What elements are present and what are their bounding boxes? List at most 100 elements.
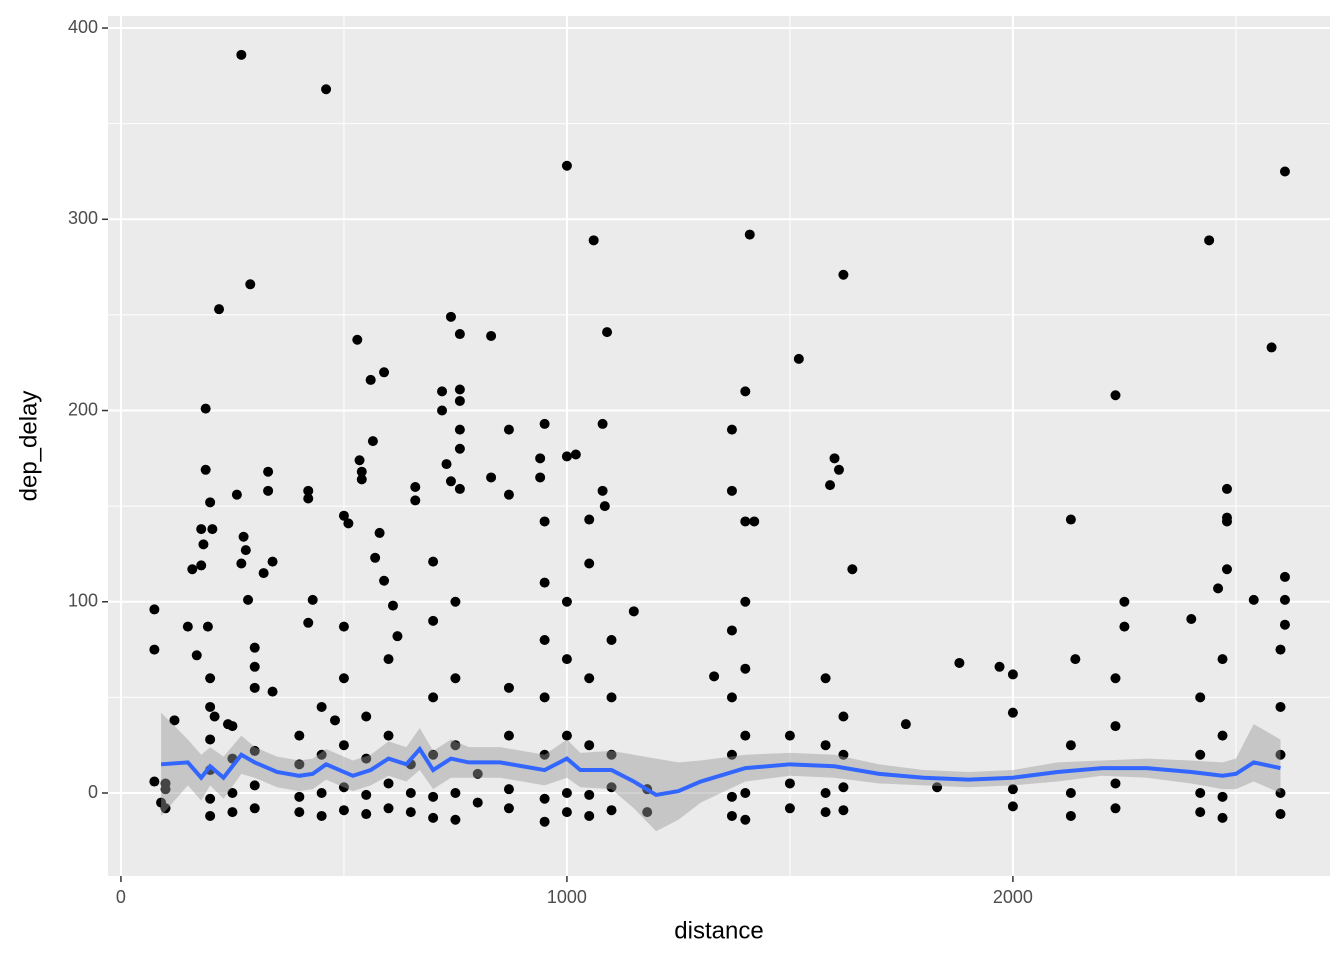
- point: [205, 673, 216, 684]
- point: [1065, 810, 1076, 821]
- point: [740, 596, 751, 607]
- point: [267, 556, 278, 567]
- point: [1213, 583, 1224, 594]
- point: [1110, 673, 1121, 684]
- y-tick-label: 300: [68, 208, 98, 228]
- point: [642, 807, 653, 818]
- point: [294, 730, 305, 741]
- point: [539, 793, 550, 804]
- point: [361, 753, 372, 764]
- point: [793, 353, 804, 364]
- point: [428, 615, 439, 626]
- point: [445, 476, 456, 487]
- point: [238, 531, 249, 542]
- point: [249, 642, 260, 653]
- point: [1110, 778, 1121, 789]
- point: [205, 734, 216, 745]
- point: [321, 84, 332, 95]
- point: [539, 692, 550, 703]
- point: [428, 749, 439, 760]
- point: [539, 635, 550, 646]
- point: [994, 661, 1005, 672]
- point: [740, 788, 751, 799]
- point: [726, 485, 737, 496]
- point: [450, 740, 461, 751]
- point: [561, 451, 572, 462]
- point: [1275, 701, 1286, 712]
- point: [160, 778, 171, 789]
- point: [454, 384, 465, 395]
- point: [236, 558, 247, 569]
- point: [361, 711, 372, 722]
- point: [838, 782, 849, 793]
- point: [338, 782, 349, 793]
- point: [437, 386, 448, 397]
- point: [383, 654, 394, 665]
- point: [820, 788, 831, 799]
- point: [1007, 707, 1018, 718]
- point: [338, 805, 349, 816]
- point: [503, 730, 514, 741]
- point: [1275, 644, 1286, 655]
- point: [1279, 571, 1290, 582]
- point: [1217, 730, 1228, 741]
- y-tick-label: 200: [68, 399, 98, 419]
- point: [1195, 692, 1206, 703]
- point: [450, 673, 461, 684]
- point: [454, 424, 465, 435]
- point: [740, 663, 751, 674]
- point: [472, 797, 483, 808]
- point: [227, 788, 238, 799]
- point: [405, 807, 416, 818]
- point: [1279, 594, 1290, 605]
- point: [535, 472, 546, 483]
- point: [847, 564, 858, 575]
- point: [561, 160, 572, 171]
- point: [205, 701, 216, 712]
- point: [450, 596, 461, 607]
- point: [503, 784, 514, 795]
- point: [1007, 801, 1018, 812]
- x-tick-label: 0: [116, 887, 126, 907]
- point: [227, 721, 238, 732]
- point: [437, 405, 448, 416]
- point: [294, 759, 305, 770]
- point: [316, 810, 327, 821]
- point: [1275, 809, 1286, 820]
- point: [454, 329, 465, 340]
- point: [249, 780, 260, 791]
- point: [450, 788, 461, 799]
- point: [294, 807, 305, 818]
- point: [744, 229, 755, 240]
- point: [584, 810, 595, 821]
- point: [584, 514, 595, 525]
- point: [258, 568, 269, 579]
- point: [454, 395, 465, 406]
- point: [205, 793, 216, 804]
- point: [169, 715, 180, 726]
- axes: 0 1000 2000 0 100 200 300 400: [68, 17, 1033, 907]
- point: [1217, 654, 1228, 665]
- point: [597, 485, 608, 496]
- point: [838, 749, 849, 760]
- point: [833, 464, 844, 475]
- point: [441, 459, 452, 470]
- point: [726, 791, 737, 802]
- point: [1186, 613, 1197, 624]
- point: [588, 235, 599, 246]
- point: [561, 596, 572, 607]
- point: [294, 791, 305, 802]
- point: [231, 489, 242, 500]
- point: [307, 594, 318, 605]
- point: [383, 730, 394, 741]
- point: [149, 644, 160, 655]
- point: [726, 424, 737, 435]
- point: [599, 501, 610, 512]
- point: [486, 472, 497, 483]
- point: [379, 575, 390, 586]
- point: [825, 480, 836, 491]
- point: [820, 740, 831, 751]
- point: [243, 594, 254, 605]
- point: [316, 701, 327, 712]
